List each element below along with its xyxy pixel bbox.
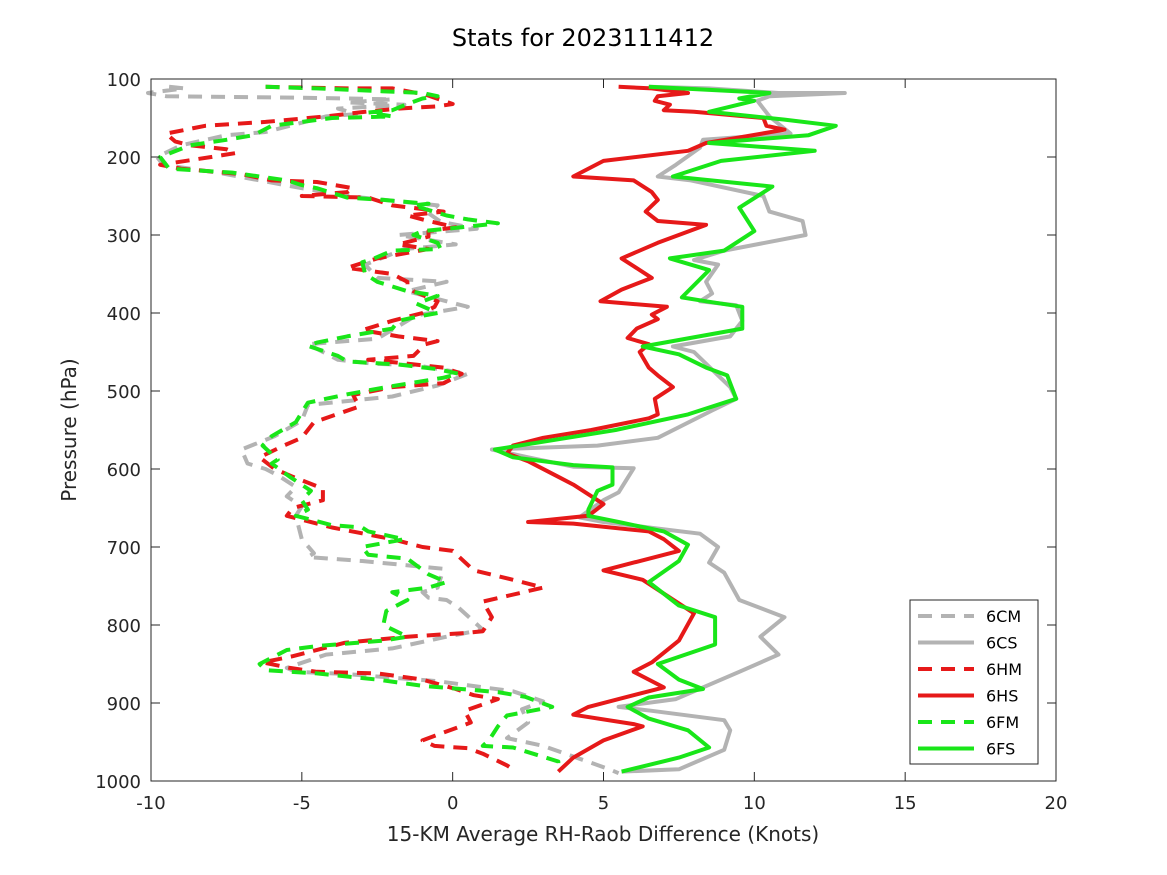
y-tick-label: 100 xyxy=(107,70,141,91)
x-axis-label: 15-KM Average RH-Raob Difference (Knots) xyxy=(387,822,819,846)
legend-label-6fs: 6FS xyxy=(986,740,1015,759)
x-tick-label: 15 xyxy=(894,793,917,814)
y-tick-label: 500 xyxy=(107,382,141,403)
x-tick-label: -10 xyxy=(136,793,165,814)
x-tick-label: 0 xyxy=(447,793,458,814)
legend-box xyxy=(909,599,1039,765)
x-tick-label: 5 xyxy=(598,793,609,814)
y-tick-label: 200 xyxy=(107,148,141,169)
y-tick-label: 300 xyxy=(107,226,141,247)
series-layer xyxy=(146,84,847,776)
legend-label-6cs: 6CS xyxy=(986,634,1018,653)
y-axis-label: Pressure (hPa) xyxy=(57,358,81,501)
x-tick-label: 10 xyxy=(743,793,766,814)
series-6hm-line xyxy=(158,84,546,771)
y-tick-label: 400 xyxy=(107,304,141,325)
ticks-layer: -10 -5 0 5 10 15 20 100 200 300 400 500 600 700 800 900… xyxy=(95,70,1067,814)
y-tick-label: 800 xyxy=(107,616,141,637)
chart-title: Stats for 2023111412 xyxy=(452,24,714,52)
x-tick-label: 20 xyxy=(1045,793,1068,814)
y-tick-label: 1000 xyxy=(95,772,141,793)
x-tick-label: -5 xyxy=(293,793,311,814)
series-6fm-line xyxy=(158,84,561,772)
legend-label-6cm: 6CM xyxy=(986,607,1021,626)
y-tick-label: 600 xyxy=(107,460,141,481)
series-6cm-line xyxy=(146,84,620,776)
legend-label-6hs: 6HS xyxy=(986,687,1018,706)
legend: 6CM 6CS 6HM 6HS 6FM 6FS xyxy=(909,599,1039,765)
series-6fs-line xyxy=(492,84,838,774)
y-tick-label: 900 xyxy=(107,694,141,715)
legend-label-6fm: 6FM xyxy=(986,713,1019,732)
y-tick-label: 700 xyxy=(107,538,141,559)
legend-label-6hm: 6HM xyxy=(986,660,1022,679)
